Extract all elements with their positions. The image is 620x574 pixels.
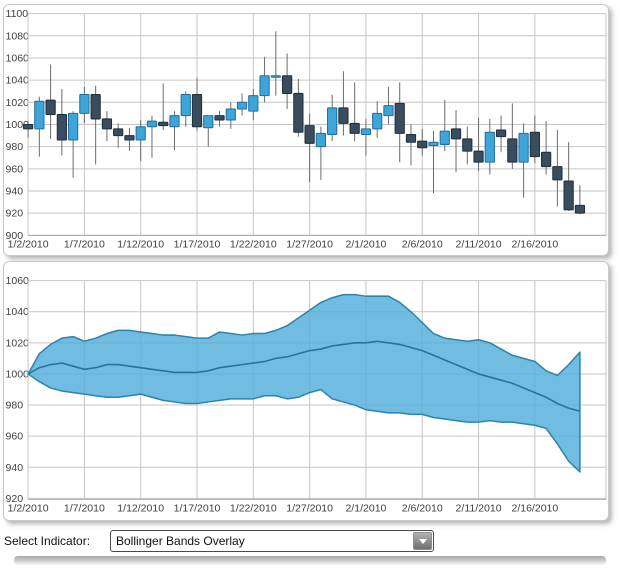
svg-text:1/7/2010: 1/7/2010: [64, 238, 105, 250]
svg-text:2/16/2010: 2/16/2010: [511, 502, 558, 514]
svg-text:920: 920: [6, 208, 24, 220]
svg-text:900: 900: [6, 230, 24, 242]
select-indicator-label: Select Indicator:: [4, 534, 91, 548]
dropdown-arrow-icon: [418, 538, 427, 544]
candlestick-chart-panel: 1100 1080 1060 1040 1020 1000 980 960 940 920 900 1…: [3, 4, 609, 256]
window-bottom-shadow: [14, 556, 606, 565]
svg-text:960: 960: [6, 163, 24, 175]
svg-text:1000: 1000: [6, 119, 30, 131]
svg-text:2/1/2010: 2/1/2010: [345, 502, 386, 514]
svg-text:1/7/2010: 1/7/2010: [64, 502, 105, 514]
svg-text:1040: 1040: [6, 306, 30, 318]
svg-text:1/17/2010: 1/17/2010: [174, 238, 221, 250]
svg-text:1060: 1060: [6, 275, 30, 287]
svg-text:1060: 1060: [6, 52, 30, 64]
svg-text:1/27/2010: 1/27/2010: [286, 502, 333, 514]
svg-text:940: 940: [6, 462, 24, 474]
indicator-dropdown-value: Bollinger Bands Overlay: [116, 534, 245, 548]
svg-text:1/2/2010: 1/2/2010: [8, 238, 49, 250]
svg-text:2/6/2010: 2/6/2010: [402, 238, 443, 250]
svg-text:960: 960: [6, 431, 24, 443]
svg-text:1040: 1040: [6, 75, 30, 87]
svg-text:2/11/2010: 2/11/2010: [456, 502, 502, 514]
svg-text:2/1/2010: 2/1/2010: [345, 238, 386, 250]
svg-text:2/6/2010: 2/6/2010: [402, 502, 443, 514]
svg-text:1000: 1000: [6, 368, 30, 380]
bollinger-chart-panel: 1060 1040 1020 1000 980 960 940 920 1/2/2010 1/7/…: [3, 261, 609, 521]
middle-band-line: [27, 340, 581, 413]
svg-text:1/12/2010: 1/12/2010: [117, 502, 164, 514]
svg-text:1/2/2010: 1/2/2010: [8, 502, 49, 514]
svg-text:1080: 1080: [6, 30, 30, 42]
svg-text:980: 980: [6, 400, 24, 412]
indicator-bar: Select Indicator: Bollinger Bands Overla…: [4, 529, 616, 553]
candles: [22, 31, 586, 215]
svg-text:920: 920: [6, 493, 24, 505]
grid: 1100108010601040102010009809609409209001…: [6, 8, 607, 250]
svg-text:1/22/2010: 1/22/2010: [230, 502, 277, 514]
candlestick-chart: 1100108010601040102010009809609409209001…: [6, 8, 607, 250]
svg-text:1/17/2010: 1/17/2010: [174, 502, 221, 514]
svg-text:1/12/2010: 1/12/2010: [117, 238, 164, 250]
svg-text:1020: 1020: [6, 337, 30, 349]
svg-text:2/11/2010: 2/11/2010: [456, 238, 502, 250]
indicator-dropdown[interactable]: Bollinger Bands Overlay: [110, 530, 434, 552]
bollinger-band: [27, 293, 581, 473]
svg-text:940: 940: [6, 186, 24, 198]
svg-text:1020: 1020: [6, 97, 30, 109]
svg-text:2/16/2010: 2/16/2010: [511, 238, 558, 250]
svg-text:980: 980: [6, 141, 24, 153]
svg-text:1/27/2010: 1/27/2010: [286, 238, 333, 250]
indicator-dropdown-button[interactable]: [413, 532, 432, 550]
svg-text:1100: 1100: [6, 8, 29, 20]
svg-text:1/22/2010: 1/22/2010: [230, 238, 277, 250]
